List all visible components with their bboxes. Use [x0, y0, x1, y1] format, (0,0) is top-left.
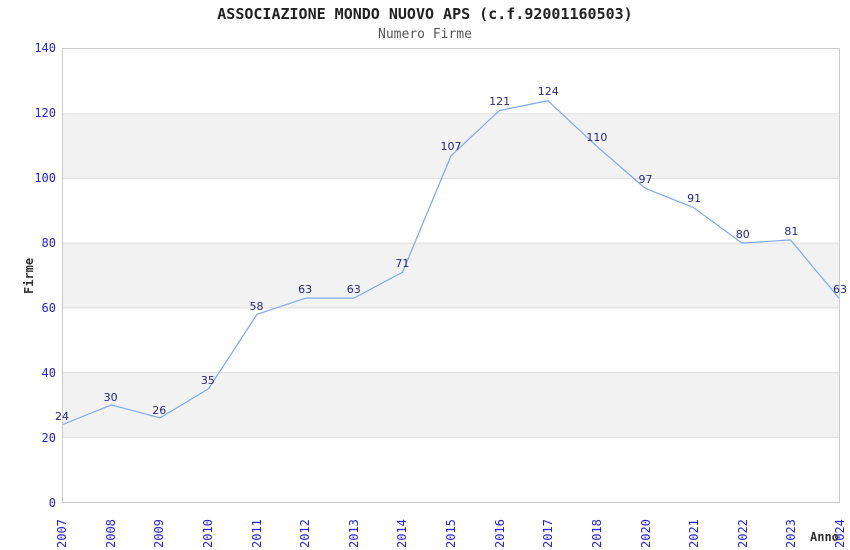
data-point-label: 110: [586, 130, 608, 144]
data-point-label: 91: [687, 192, 702, 206]
y-tick-label: 60: [41, 301, 56, 315]
chart-line: [63, 100, 839, 425]
x-tick-label: 2013: [346, 519, 361, 548]
x-tick-label: 2011: [249, 519, 264, 548]
x-tick-label: 2023: [784, 519, 799, 548]
data-point-label: 30: [103, 390, 118, 404]
y-tick-label: 140: [34, 41, 56, 55]
grid-band: [63, 243, 839, 308]
chart-subtitle: Numero Firme: [378, 27, 472, 42]
data-point-label: 81: [784, 224, 799, 238]
x-tick-label: 2020: [638, 519, 653, 548]
x-tick-label: 2008: [103, 519, 118, 548]
y-tick-label: 40: [41, 366, 56, 380]
data-point-label: 107: [440, 140, 462, 154]
x-tick-label: 2018: [589, 519, 604, 548]
data-point-label: 24: [55, 410, 69, 423]
x-tick-label: 2009: [152, 519, 167, 548]
y-tick-label: 120: [34, 106, 56, 120]
x-tick-label: 2012: [298, 519, 313, 548]
plot-area: [62, 48, 840, 503]
data-point-label: 26: [152, 403, 167, 417]
x-tick-label: 2010: [200, 519, 215, 548]
x-axis-title: Anno: [810, 530, 839, 544]
x-tick-label: 2007: [55, 519, 69, 548]
grid-band: [63, 113, 839, 179]
x-tick-label: 2014: [395, 519, 410, 548]
grid-band: [63, 372, 839, 438]
data-point-label: 63: [833, 283, 847, 297]
x-tick-label: 2015: [444, 519, 458, 548]
y-tick-label: 100: [34, 171, 56, 185]
y-tick-label: 0: [48, 496, 56, 510]
y-tick-label: 80: [41, 236, 56, 250]
x-tick-label: 2022: [735, 519, 750, 548]
y-axis-title: Firme: [22, 257, 36, 294]
data-point-label: 58: [249, 299, 264, 313]
x-tick-label: 2017: [541, 519, 556, 548]
data-point-label: 63: [346, 283, 361, 297]
data-point-label: 124: [537, 85, 559, 98]
x-tick-label: 2021: [687, 519, 702, 548]
y-tick-label: 20: [41, 431, 56, 445]
data-point-label: 80: [735, 228, 750, 241]
data-point-label: 35: [200, 374, 215, 388]
line-chart-svg: [63, 100, 839, 438]
data-point-label: 63: [298, 283, 313, 297]
data-point-label: 121: [489, 94, 511, 108]
x-tick-label: 2016: [492, 519, 507, 548]
data-point-label: 97: [638, 172, 653, 186]
chart-title: ASSOCIAZIONE MONDO NUOVO APS (c.f.920011…: [217, 5, 633, 23]
data-point-label: 71: [395, 257, 410, 271]
